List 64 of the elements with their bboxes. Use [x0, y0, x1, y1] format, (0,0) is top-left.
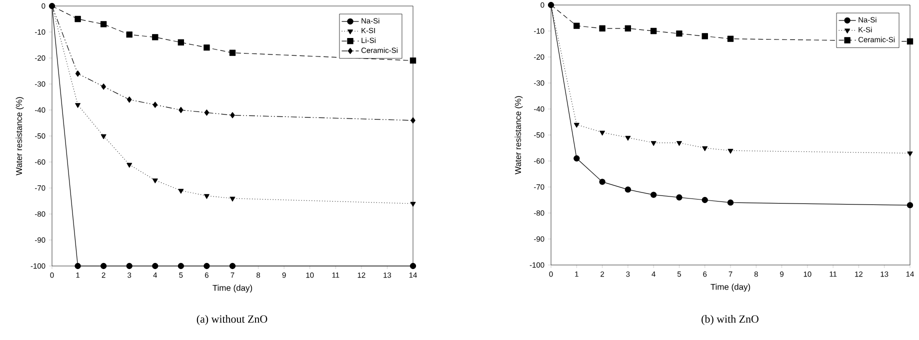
- point: [152, 102, 158, 108]
- y-axis-title: Water resistance (%): [514, 96, 523, 174]
- point: [74, 262, 81, 270]
- point: [676, 30, 682, 37]
- point: [702, 146, 708, 152]
- point: [676, 141, 682, 146]
- point: [702, 33, 708, 40]
- point: [178, 39, 184, 46]
- x-axis-title: Time (day): [212, 284, 252, 293]
- point: [410, 117, 416, 124]
- point: [178, 188, 184, 194]
- point: [574, 122, 580, 128]
- point: [204, 110, 210, 116]
- point: [126, 162, 132, 168]
- point: [229, 262, 236, 270]
- point: [152, 262, 158, 270]
- point: [126, 96, 132, 103]
- point: [100, 21, 107, 28]
- point: [574, 22, 580, 29]
- point: [204, 44, 210, 51]
- point: [650, 192, 657, 198]
- point: [230, 196, 236, 202]
- point: [728, 148, 734, 154]
- x-axis-title: Time (day): [710, 284, 750, 292]
- point: [204, 262, 210, 270]
- text: (b) with ZnO: [702, 315, 758, 325]
- point: [75, 103, 81, 108]
- point: [650, 141, 656, 146]
- point: [152, 34, 158, 40]
- text: (a) without ZnO: [196, 315, 268, 325]
- point: [126, 262, 132, 270]
- point: [101, 84, 106, 90]
- point: [100, 262, 107, 270]
- point: [204, 194, 210, 199]
- point: [727, 200, 734, 206]
- point: [574, 155, 580, 162]
- point: [600, 130, 606, 136]
- point: [906, 38, 914, 44]
- point: [75, 70, 80, 77]
- point: [906, 202, 914, 208]
- point: [676, 194, 682, 200]
- point: [548, 2, 554, 8]
- point: [624, 186, 632, 193]
- point: [48, 2, 56, 10]
- point: [230, 112, 235, 118]
- point: [410, 262, 416, 270]
- point: [152, 178, 158, 184]
- point: [702, 196, 708, 204]
- point: [229, 50, 236, 56]
- point: [178, 106, 184, 114]
- point: [624, 25, 632, 32]
- point: [599, 25, 606, 32]
- point: [625, 136, 631, 141]
- point: [126, 32, 132, 38]
- point: [410, 202, 416, 207]
- point: [100, 134, 106, 140]
- y-axis-title: Water resistance (%): [16, 97, 24, 176]
- point: [74, 16, 81, 22]
- point: [178, 262, 184, 270]
- point: [599, 178, 606, 185]
- point: [727, 36, 734, 42]
- point: [650, 28, 657, 34]
- point: [907, 152, 913, 156]
- point: [410, 58, 416, 64]
